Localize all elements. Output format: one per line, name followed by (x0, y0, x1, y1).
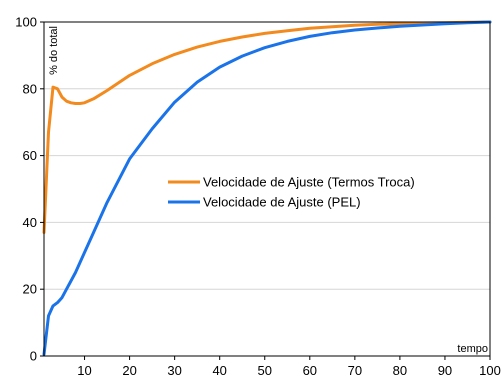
y-tick-label: 60 (23, 148, 37, 163)
x-tick-label: 40 (212, 363, 226, 378)
plot-frame (43, 21, 491, 357)
legend: Velocidade de Ajuste (Termos Troca) Veloc… (168, 175, 415, 210)
x-tick-label: 30 (167, 363, 181, 378)
series-line-1 (42, 20, 492, 234)
y-tick-label: 0 (30, 349, 37, 364)
gridlines (44, 88, 490, 290)
series-lines (42, 20, 492, 356)
series-line-2 (42, 20, 492, 356)
y-tick-label: 20 (23, 282, 37, 297)
legend-label-1: Velocidade de Ajuste (Termos Troca) (203, 175, 415, 190)
y-tick-label: 80 (23, 81, 37, 96)
x-tick-label: 60 (303, 363, 317, 378)
x-axis: 10 20 30 40 50 60 70 80 90 100 (77, 356, 501, 378)
y-axis-title: % do total (48, 26, 60, 75)
y-tick-label: 100 (15, 15, 37, 30)
x-axis-title: tempo (457, 343, 488, 355)
y-axis: 0 20 40 60 80 100 (15, 15, 44, 364)
legend-label-2: Velocidade de Ajuste (PEL) (203, 195, 361, 210)
x-tick-label: 100 (479, 363, 501, 378)
x-tick-label: 80 (393, 363, 407, 378)
x-tick-label: 70 (348, 363, 362, 378)
x-tick-label: 50 (258, 363, 272, 378)
x-tick-label: 10 (77, 363, 91, 378)
y-tick-label: 40 (23, 215, 37, 230)
x-tick-label: 20 (122, 363, 136, 378)
x-tick-label: 90 (438, 363, 452, 378)
